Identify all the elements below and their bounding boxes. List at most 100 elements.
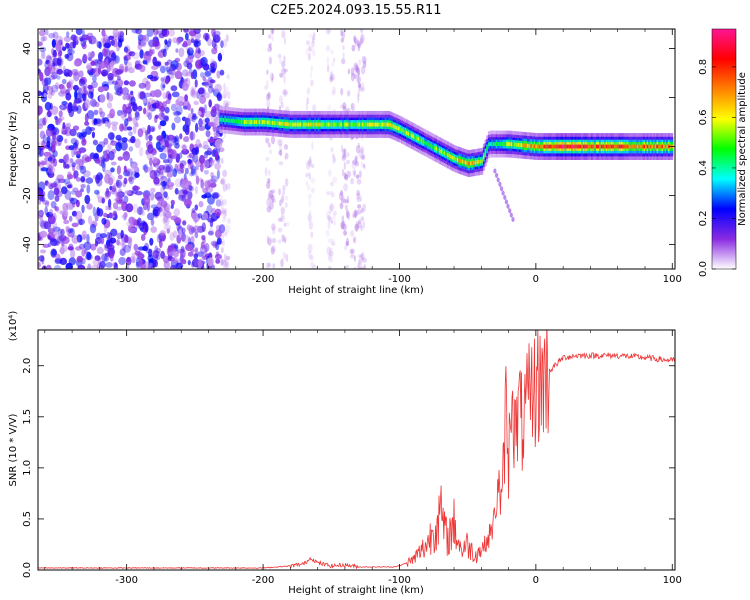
heatmap-cell: [663, 144, 665, 149]
heatmap-cell: [440, 149, 443, 154]
heatmap-cell: [358, 170, 362, 179]
heatmap-cell: [340, 29, 343, 37]
heatmap-cell: [478, 159, 480, 164]
heatmap-cell: [307, 213, 312, 222]
heatmap-cell: [95, 232, 102, 240]
heatmap-cell: [214, 36, 220, 44]
heatmap-cell: [209, 79, 216, 84]
heatmap-cell: [328, 169, 332, 177]
heatmap-cell: [142, 245, 148, 251]
heatmap-cell: [187, 103, 191, 111]
heatmap-cell: [124, 234, 129, 243]
heatmap-cell: [214, 83, 222, 93]
heatmap-cell: [167, 134, 175, 141]
heatmap-cell: [197, 251, 204, 257]
heatmap-cell: [177, 249, 185, 254]
heatmap-cell: [343, 245, 348, 251]
heatmap-cell: [154, 114, 159, 120]
heatmap-cell: [358, 150, 362, 158]
heatmap-cell: [38, 123, 43, 130]
heatmap-cell: [101, 29, 106, 37]
heatmap-cell: [160, 65, 166, 74]
heatmap-cell: [104, 190, 112, 198]
heatmap-cell: [156, 196, 165, 202]
heatmap-cell: [126, 126, 133, 131]
heatmap-cell: [65, 164, 70, 169]
heatmap-cell: [335, 122, 338, 127]
heatmap-cell: [656, 144, 659, 149]
heatmap-cell: [376, 122, 379, 127]
heatmap-cell: [81, 128, 87, 139]
heatmap-cell: [342, 102, 347, 110]
heatmap-cell: [270, 29, 274, 35]
heatmap-cell: [197, 87, 205, 95]
heatmap-cell: [209, 62, 216, 69]
heatmap-cell: [54, 240, 60, 246]
heatmap-cell: [134, 250, 141, 256]
heatmap-cell: [612, 144, 615, 149]
heatmap-cell: [357, 221, 363, 229]
heatmap-cell: [383, 122, 386, 127]
heatmap-cell: [148, 258, 155, 264]
heatmap-cell: [281, 101, 284, 109]
heatmap-cell: [329, 76, 333, 84]
heatmap-cell: [166, 40, 172, 48]
heatmap-cell: [54, 231, 60, 241]
heatmap-cell: [310, 177, 316, 183]
heatmap-cell: [540, 144, 543, 149]
heatmap-cell: [412, 134, 415, 139]
heatmap-cell: [252, 120, 255, 124]
heatmap-cell: [199, 95, 207, 104]
heatmap-cell: [350, 103, 354, 110]
heatmap-cell: [248, 120, 251, 124]
heatmap-cell: [281, 195, 284, 204]
heatmap-cell: [141, 210, 145, 216]
colorbar-label: Normalized spectral amplitude: [737, 72, 748, 226]
heatmap-cell: [240, 119, 243, 124]
heatmap-cell: [219, 69, 225, 76]
heatmap-cell: [71, 210, 78, 217]
heatmap-cell: [584, 144, 587, 149]
heatmap-cell: [44, 114, 49, 122]
heatmap-cell: [148, 134, 153, 141]
heatmap-cell: [271, 35, 274, 42]
heatmap-cell: [327, 122, 330, 127]
heatmap-cell: [347, 68, 350, 75]
heatmap-cell: [84, 99, 90, 109]
heatmap-cell: [276, 121, 279, 126]
heatmap-cell: [214, 138, 223, 149]
heatmap-cell: [78, 70, 84, 78]
heatmap-cell: [180, 168, 184, 174]
heatmap-cell: [266, 120, 269, 125]
heatmap-cell: [64, 189, 72, 200]
colorbar-gradient: [711, 28, 737, 270]
heatmap-cell: [356, 74, 359, 84]
heatmap-cell: [76, 132, 83, 138]
heatmap-cell: [151, 127, 155, 132]
heatmap-cell: [152, 56, 158, 66]
heatmap-cell: [362, 220, 366, 229]
heatmap-cell: [332, 153, 335, 159]
heatmap-cell: [184, 94, 189, 102]
heatmap-cell: [344, 148, 347, 156]
heatmap-cell: [67, 102, 73, 111]
heatmap-cell: [116, 165, 121, 175]
heatmap-cell: [363, 264, 367, 269]
heatmap-cell: [194, 167, 198, 178]
heatmap-cell: [258, 120, 261, 124]
heatmap-cell: [370, 122, 372, 127]
x-tick-label: 100: [663, 274, 682, 285]
heatmap-cell: [340, 221, 345, 230]
heatmap-cell: [130, 170, 138, 180]
heatmap-cell: [105, 205, 110, 211]
heatmap-cell: [184, 126, 190, 136]
heatmap-cell: [396, 126, 399, 130]
heatmap-cell: [41, 50, 46, 60]
heatmap-cell: [501, 142, 503, 146]
heatmap-cell: [204, 242, 210, 252]
heatmap-cell: [224, 208, 228, 217]
heatmap-cell: [215, 251, 220, 257]
heatmap-cell: [392, 124, 395, 129]
heatmap-cell: [108, 35, 115, 40]
heatmap-cell: [65, 181, 72, 187]
